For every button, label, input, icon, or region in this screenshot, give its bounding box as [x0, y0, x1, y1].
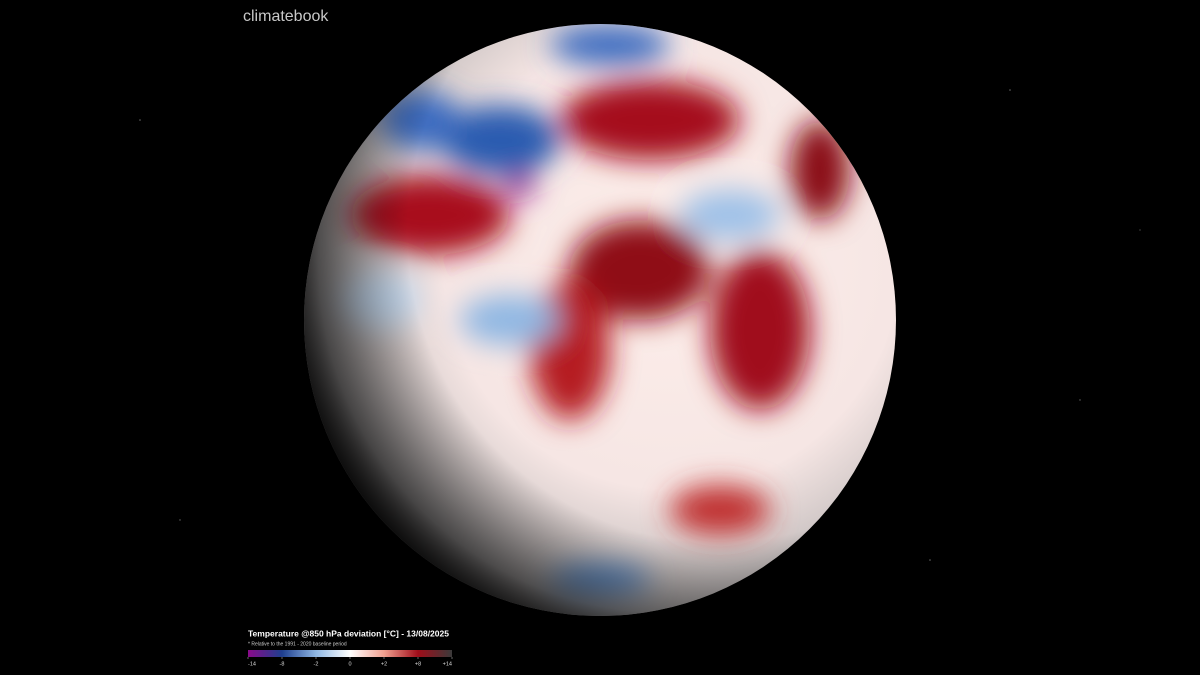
- stars: [139, 89, 1141, 561]
- globe-shadow: [304, 24, 896, 616]
- brand-logo: climatebook: [243, 8, 329, 25]
- legend-title: Temperature @850 hPa deviation [°C] - 13…: [248, 628, 449, 638]
- colorbar-label: +8: [415, 661, 421, 667]
- colorbar-label: +2: [381, 661, 387, 667]
- colorbar-label: -14: [248, 661, 256, 667]
- colorbar-label: -8: [280, 661, 285, 667]
- colorbar: [248, 650, 452, 657]
- legend-subtitle: * Relative to the 1991 - 2020 baseline p…: [248, 641, 347, 647]
- colorbar-label: +14: [443, 661, 452, 667]
- colorbar-label: -2: [314, 661, 319, 667]
- colorbar-label: 0: [348, 661, 351, 667]
